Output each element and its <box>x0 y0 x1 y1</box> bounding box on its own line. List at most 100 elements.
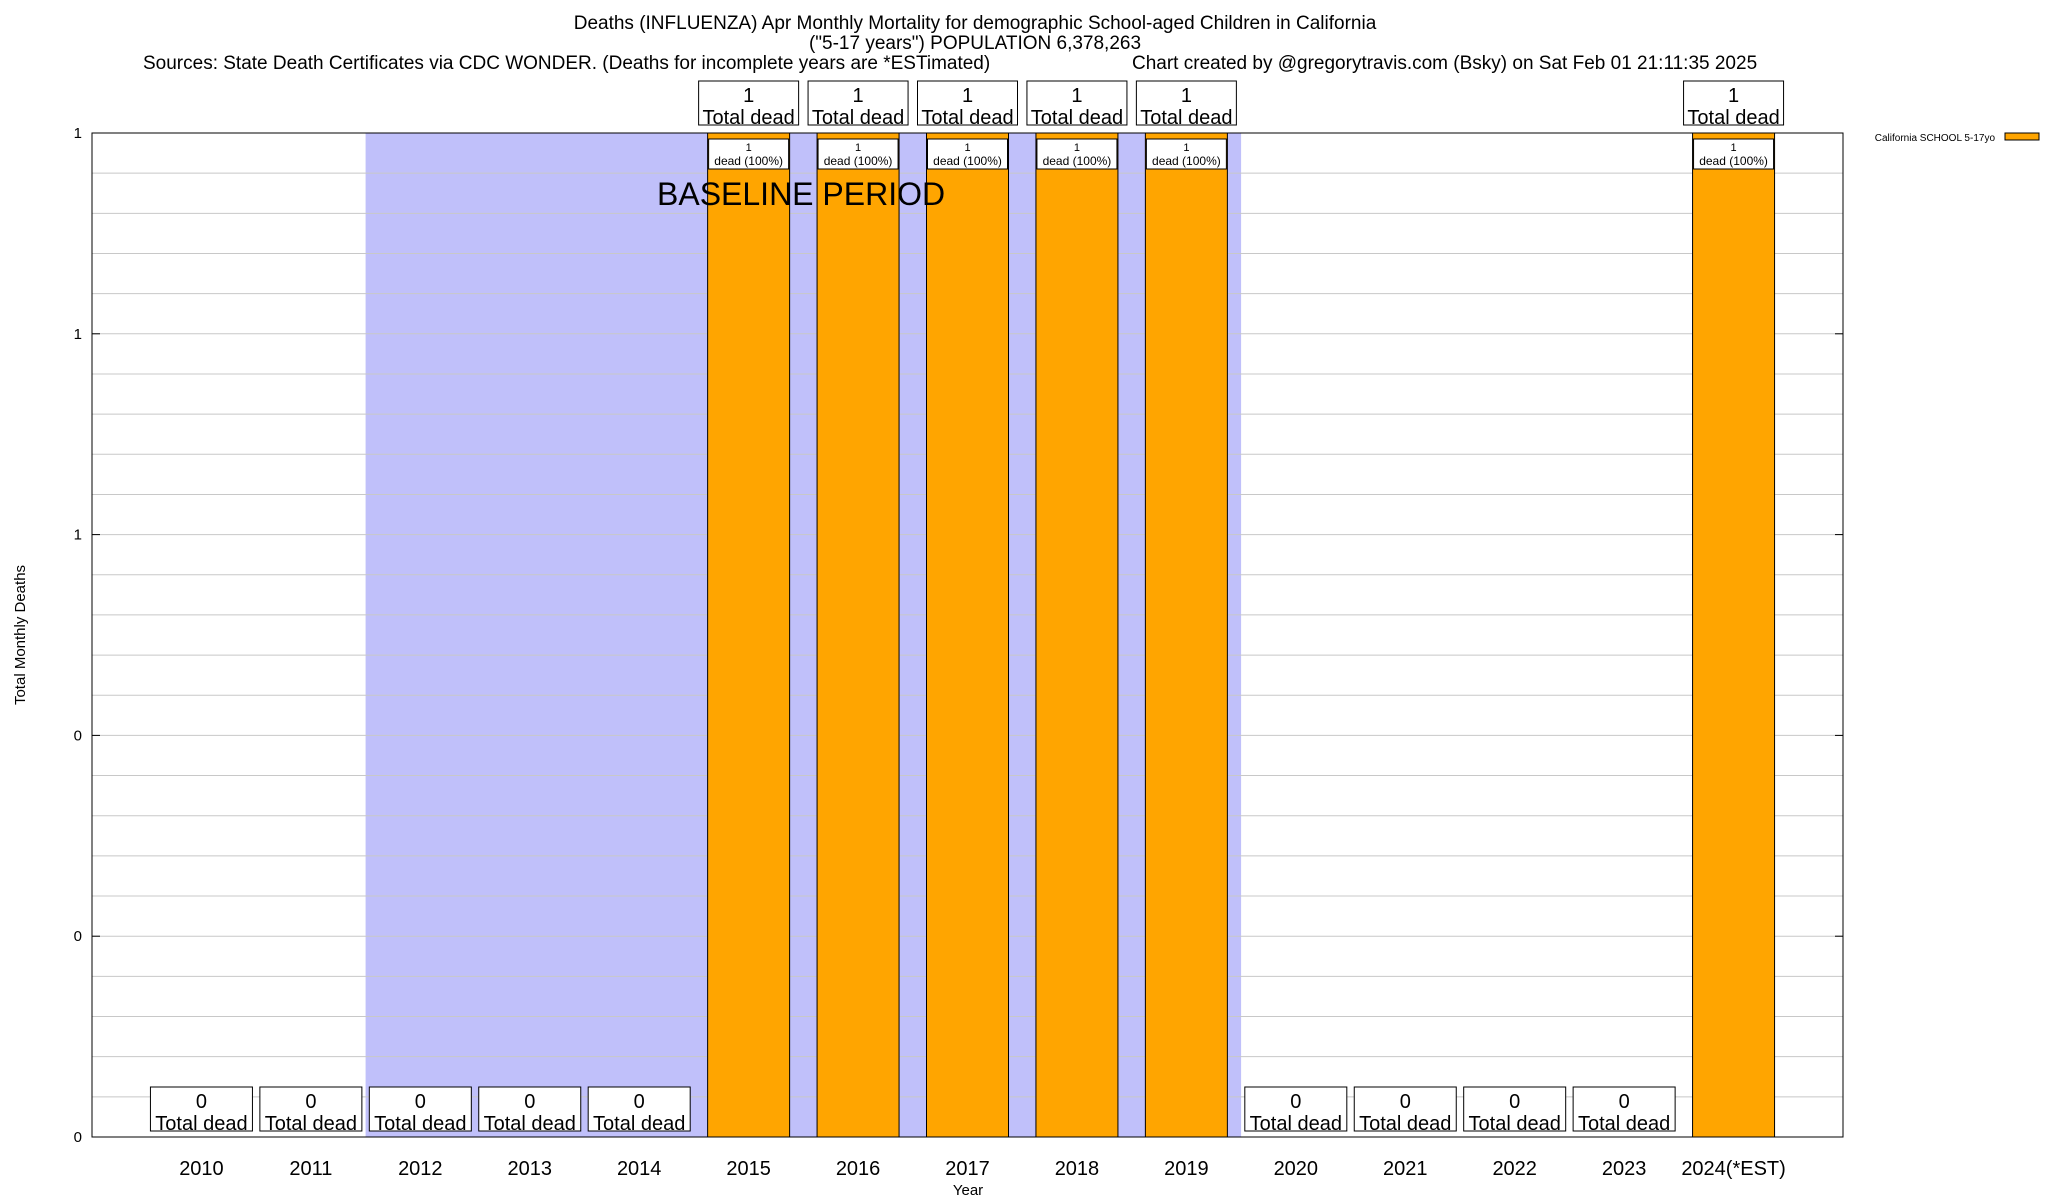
total-label-2017-box <box>917 80 1018 126</box>
segment-label-2017-text: dead (100%) <box>933 154 1002 168</box>
segment-label-2015-box <box>708 138 790 170</box>
total-label-2018-text: Total dead <box>1031 107 1123 129</box>
segment-label-2019-box <box>1145 138 1227 170</box>
x-tick-label-2018: 2018 <box>1055 1158 1100 1180</box>
bar-2017 <box>926 132 1009 1138</box>
total-label-2013-box <box>478 1086 582 1132</box>
total-label-2019-box <box>1135 80 1237 126</box>
total-label-2014-value: 0 <box>634 1091 645 1113</box>
segment-label-2018-value: 1 <box>1074 142 1080 154</box>
total-label-2021-text: Total dead <box>1359 1113 1451 1135</box>
bars <box>197 132 1776 1138</box>
segment-label-2024(*EST)-text: dead (100%) <box>1699 154 1768 168</box>
total-label-2011-text: Total dead <box>265 1113 357 1135</box>
x-tick-label-2011: 2011 <box>289 1158 332 1180</box>
baseline-period-label: BASELINE PERIOD <box>657 176 945 212</box>
y-tick-label: 1 <box>74 125 82 142</box>
x-axis: 2010 2011 2012 2013 2014 2015 2016 2017 2018 2019… <box>179 1158 1786 1180</box>
y-tick-label: 0 <box>74 928 82 945</box>
total-label-2018-value: 1 <box>1071 85 1082 107</box>
x-tick-label-2022: 2022 <box>1492 1158 1537 1180</box>
total-label-2023-value: 0 <box>1619 1091 1630 1113</box>
total-label-2016-text: Total dead <box>812 107 904 129</box>
total-label-2010-box <box>149 1086 253 1132</box>
x-tick-label-2020: 2020 <box>1274 1158 1319 1180</box>
total-label-2024(*EST)-box <box>1683 80 1785 126</box>
y-tick-label: 0 <box>74 1129 82 1146</box>
bar-2019 <box>1144 132 1228 1138</box>
total-label-2020-value: 0 <box>1290 1091 1301 1113</box>
x-tick-label-2013: 2013 <box>508 1158 553 1180</box>
segment-label-2015-value: 1 <box>746 142 752 154</box>
total-label-2010-value: 0 <box>196 1091 207 1113</box>
total-label-2019-text: Total dead <box>1140 107 1232 129</box>
x-tick-label-2017: 2017 <box>945 1158 990 1180</box>
legend: California SCHOOL 5-17yo <box>1875 132 2040 144</box>
total-label-2021-box <box>1353 1086 1457 1132</box>
segment-label-2019-value: 1 <box>1183 142 1189 154</box>
x-tick-label-2012: 2012 <box>398 1158 443 1180</box>
total-label-2014-text: Total dead <box>593 1113 685 1135</box>
total-label-2024(*EST)-text: Total dead <box>1687 107 1779 129</box>
total-label-2010-text: Total dead <box>155 1113 247 1135</box>
total-label-2011-box <box>259 1086 363 1132</box>
x-tick-label-2010: 2010 <box>179 1158 224 1180</box>
x-tick-label-2014: 2014 <box>617 1158 662 1180</box>
total-label-2012-value: 0 <box>415 1091 426 1113</box>
x-tick-label-2019: 2019 <box>1164 1158 1209 1180</box>
total-label-2013-value: 0 <box>524 1091 535 1113</box>
chart-credit: Chart created by @gregorytravis.com (Bsk… <box>1132 53 1758 74</box>
total-label-2022-value: 0 <box>1509 1091 1520 1113</box>
x-tick-label-2021: 2021 <box>1383 1158 1428 1180</box>
segment-label-2016-value: 1 <box>855 142 861 154</box>
total-label-2017-value: 1 <box>962 85 973 107</box>
total-label-2023-box <box>1572 1086 1676 1132</box>
segment-label-2018-text: dead (100%) <box>1043 154 1112 168</box>
total-label-2014-box <box>587 1086 691 1132</box>
x-tick-label-2015: 2015 <box>726 1158 771 1180</box>
y-axis-label: Total Monthly Deaths <box>12 565 29 705</box>
segment-label-2018-box <box>1036 138 1118 170</box>
total-label-2017-text: Total dead <box>921 107 1013 129</box>
y-axis: 0 0 0 1 1 1 <box>74 125 1843 1146</box>
bar-2016 <box>816 132 900 1138</box>
total-label-2022-text: Total dead <box>1469 1113 1561 1135</box>
bar-2024(*EST) <box>1692 132 1776 1138</box>
y-tick-label: 1 <box>74 326 82 343</box>
chart-subtitle: ("5-17 years") POPULATION 6,378,263 <box>808 33 1142 54</box>
bar-2018 <box>1035 132 1119 1138</box>
total-label-2019-value: 1 <box>1181 85 1192 107</box>
legend-swatch <box>2004 132 2040 141</box>
bar-2015 <box>707 132 791 1138</box>
total-label-2020-text: Total dead <box>1250 1113 1342 1135</box>
total-label-2016-box <box>807 80 909 126</box>
total-label-2023-text: Total dead <box>1578 1113 1670 1135</box>
total-label-2024(*EST)-value: 1 <box>1728 85 1739 107</box>
y-tick-label: 0 <box>74 727 82 744</box>
total-label-2015-text: Total dead <box>702 107 794 129</box>
segment-label-2017-value: 1 <box>964 142 970 154</box>
segment-label-2016-text: dead (100%) <box>824 154 893 168</box>
chart-sources: Sources: State Death Certificates via CD… <box>143 53 991 74</box>
total-label-2015-box <box>698 80 800 126</box>
total-label-2020-box <box>1244 1086 1348 1132</box>
total-label-2011-value: 0 <box>305 1091 316 1113</box>
segment-label-2015-text: dead (100%) <box>714 154 783 168</box>
x-tick-label-2016: 2016 <box>836 1158 881 1180</box>
total-label-2016-value: 1 <box>853 85 864 107</box>
segment-label-2016-box <box>817 138 899 170</box>
